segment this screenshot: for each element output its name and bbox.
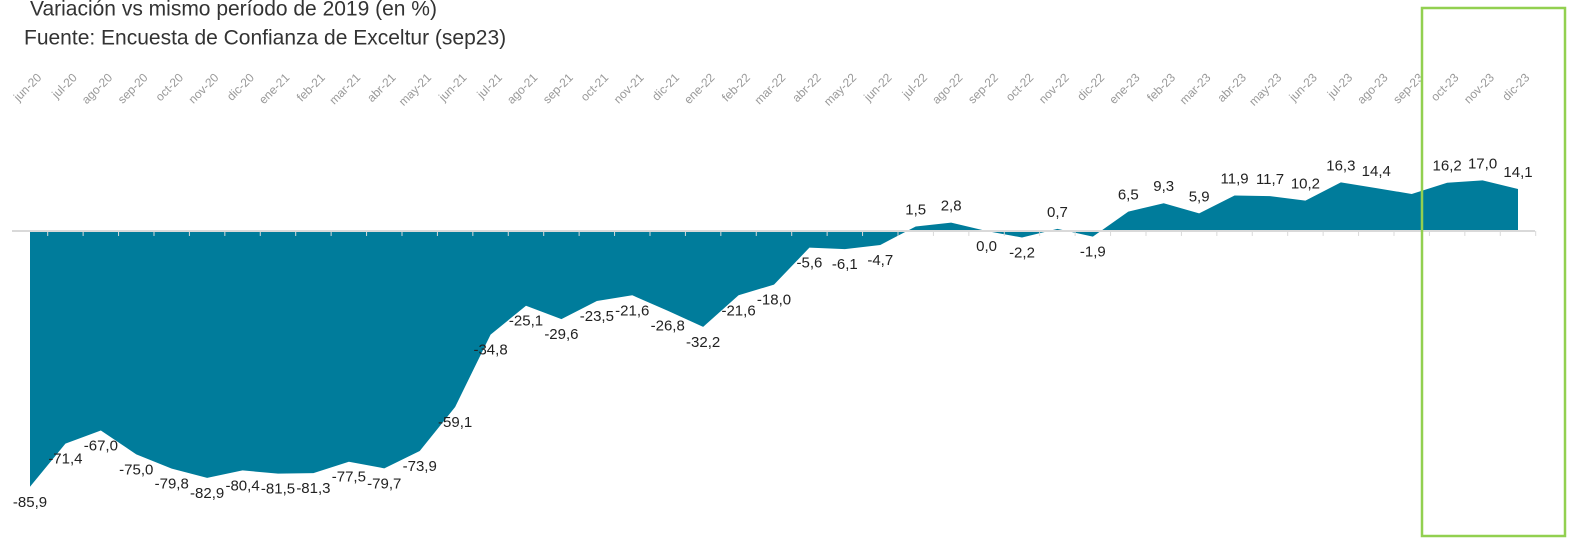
data-label: -81,3 bbox=[296, 480, 330, 497]
x-tick-label: nov-23 bbox=[1461, 70, 1497, 106]
data-label: -79,7 bbox=[367, 475, 401, 492]
x-tick-label: sep-20 bbox=[115, 70, 151, 106]
data-label: 14,4 bbox=[1362, 163, 1391, 180]
data-label: -75,0 bbox=[119, 461, 153, 478]
x-tick-label: jun-23 bbox=[1286, 70, 1320, 104]
plot: jun-20 jul-20 ago-20 sep-20 oct-20 nov-20 dic-… bbox=[10, 70, 1537, 511]
x-tick-label: ene-23 bbox=[1106, 70, 1143, 107]
data-label: -71,4 bbox=[48, 451, 82, 468]
data-label: -67,0 bbox=[84, 437, 118, 454]
data-label: 16,2 bbox=[1433, 158, 1462, 175]
x-tick-label: jun-20 bbox=[10, 70, 44, 104]
data-label: 0,0 bbox=[976, 238, 997, 255]
x-tick-label: mar-21 bbox=[326, 70, 363, 107]
chart-subtitle: Fuente: Encuesta de Confianza de Exceltu… bbox=[24, 27, 506, 50]
data-label: 17,0 bbox=[1468, 155, 1497, 172]
data-label: -5,6 bbox=[796, 255, 822, 272]
x-tick-label: may-23 bbox=[1246, 70, 1284, 108]
data-label: 16,3 bbox=[1326, 157, 1355, 174]
data-label: -2,2 bbox=[1009, 244, 1035, 261]
data-label: -21,6 bbox=[615, 302, 649, 319]
x-tick-label: sep-22 bbox=[965, 70, 1001, 106]
x-tick-label: ago-22 bbox=[929, 70, 966, 107]
x-tick-label: may-22 bbox=[821, 70, 859, 108]
data-label: -21,6 bbox=[721, 302, 755, 319]
data-label: -73,9 bbox=[403, 458, 437, 475]
x-tick-label: feb-22 bbox=[719, 70, 753, 104]
data-label: 5,9 bbox=[1189, 188, 1210, 205]
x-tick-label: oct-23 bbox=[1428, 70, 1462, 104]
x-tick-label: ene-22 bbox=[681, 70, 718, 107]
x-tick-label: nov-21 bbox=[611, 70, 647, 106]
data-label: -85,9 bbox=[13, 494, 47, 511]
data-label: -29,6 bbox=[544, 326, 578, 343]
data-label: -26,8 bbox=[651, 318, 685, 335]
area bbox=[30, 180, 1518, 487]
data-label: 0,7 bbox=[1047, 204, 1068, 221]
data-label: -23,5 bbox=[580, 308, 614, 325]
x-tick-label: jun-22 bbox=[860, 70, 894, 104]
x-tick-label: may-21 bbox=[396, 70, 434, 108]
data-label: 2,8 bbox=[941, 198, 962, 215]
x-tick-label: feb-21 bbox=[294, 70, 328, 104]
data-label: -77,5 bbox=[332, 469, 366, 486]
x-tick-label: feb-23 bbox=[1144, 70, 1178, 104]
data-label: -1,9 bbox=[1080, 244, 1106, 261]
data-label: 6,5 bbox=[1118, 187, 1139, 204]
data-label: -82,9 bbox=[190, 485, 224, 502]
x-tick-label: dic-20 bbox=[224, 70, 257, 103]
x-tick-label: jun-21 bbox=[435, 70, 469, 104]
data-label: -4,7 bbox=[867, 252, 893, 269]
data-label: -79,8 bbox=[155, 476, 189, 493]
data-label: -32,2 bbox=[686, 334, 720, 351]
data-label: 11,9 bbox=[1221, 170, 1249, 187]
x-tick-label: jul-20 bbox=[48, 70, 80, 102]
highlight-box bbox=[1420, 6, 1567, 538]
data-label: 1,5 bbox=[905, 201, 926, 218]
x-tick-label: abr-23 bbox=[1215, 70, 1250, 105]
data-label: -18,0 bbox=[757, 292, 791, 309]
x-tick-label: oct-22 bbox=[1003, 70, 1037, 104]
x-tick-label: dic-23 bbox=[1499, 70, 1532, 103]
data-label: 14,1 bbox=[1503, 164, 1532, 181]
x-tick-label: sep-21 bbox=[540, 70, 576, 106]
x-tick-label: abr-22 bbox=[789, 70, 824, 105]
data-label: -81,5 bbox=[261, 481, 295, 498]
data-label: 9,3 bbox=[1153, 178, 1174, 195]
x-tick-label: jul-22 bbox=[899, 70, 931, 102]
x-tick-label: abr-21 bbox=[364, 70, 399, 105]
data-label: -59,1 bbox=[438, 414, 472, 431]
x-tick-label: dic-21 bbox=[649, 70, 682, 103]
x-tick-label: ago-21 bbox=[504, 70, 541, 107]
x-tick-label: oct-21 bbox=[578, 70, 612, 104]
data-label: 10,2 bbox=[1291, 176, 1320, 193]
x-tick-label: mar-22 bbox=[752, 70, 789, 107]
chart-title: Variación vs mismo período de 2019 (en %… bbox=[30, 0, 437, 21]
data-label: -25,1 bbox=[509, 313, 543, 330]
x-tick-label: jul-21 bbox=[474, 70, 506, 102]
x-tick-label: nov-22 bbox=[1036, 70, 1072, 106]
x-tick-label: dic-22 bbox=[1074, 70, 1107, 103]
x-tick-label: oct-20 bbox=[153, 70, 187, 104]
data-label: -80,4 bbox=[225, 477, 259, 494]
data-label: -34,8 bbox=[473, 342, 507, 359]
x-tick-label: nov-20 bbox=[186, 70, 222, 106]
data-label: -6,1 bbox=[832, 256, 858, 273]
x-tick-label: jul-23 bbox=[1324, 70, 1356, 102]
x-tick-label: ago-20 bbox=[79, 70, 116, 107]
x-tick-label: ago-23 bbox=[1354, 70, 1391, 107]
data-label: 11,7 bbox=[1256, 171, 1284, 188]
x-tick-label: mar-23 bbox=[1177, 70, 1214, 107]
x-tick-label: ene-21 bbox=[256, 70, 293, 107]
